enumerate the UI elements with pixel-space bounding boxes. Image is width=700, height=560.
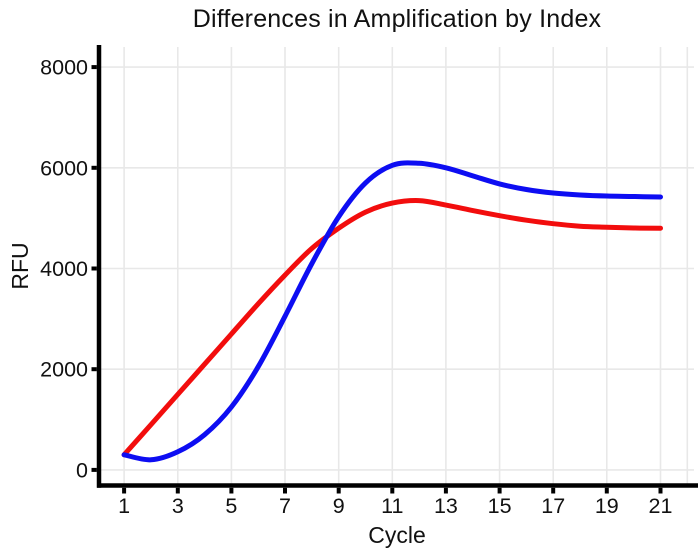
- y-tick-label: 0: [76, 458, 88, 482]
- x-tick-label: 7: [279, 494, 291, 518]
- x-tick-label: 21: [649, 494, 673, 518]
- axes-spines: [96, 45, 698, 488]
- y-tick-label: 6000: [40, 156, 88, 180]
- y-tick-label: 2000: [40, 358, 88, 382]
- y-tick-labels: 0 2000 4000 6000 8000: [40, 56, 88, 483]
- x-tick-label: 9: [333, 494, 345, 518]
- x-tick-label: 13: [434, 494, 458, 518]
- blue-series-line: [121, 160, 663, 463]
- x-tick-label: 11: [381, 494, 403, 518]
- x-axis-label: Cycle: [368, 522, 426, 548]
- x-tick-labels: 1 3 5 7 9 11 13 15 17 19 21: [118, 494, 672, 518]
- y-tick-label: 8000: [40, 56, 88, 80]
- y-tick-label: 4000: [40, 257, 88, 281]
- gridlines: [100, 47, 694, 485]
- x-tick-label: 3: [172, 494, 184, 518]
- x-tick-label: 17: [541, 494, 565, 518]
- y-axis-label: RFU: [7, 242, 33, 290]
- x-tick-label: 5: [225, 494, 237, 518]
- x-tick-label: 1: [118, 494, 130, 518]
- red-series-line: [121, 198, 663, 458]
- x-tick-label: 15: [488, 494, 512, 518]
- tick-marks: [91, 65, 663, 494]
- x-tick-label: 19: [595, 494, 619, 518]
- chart-title: Differences in Amplification by Index: [192, 5, 602, 33]
